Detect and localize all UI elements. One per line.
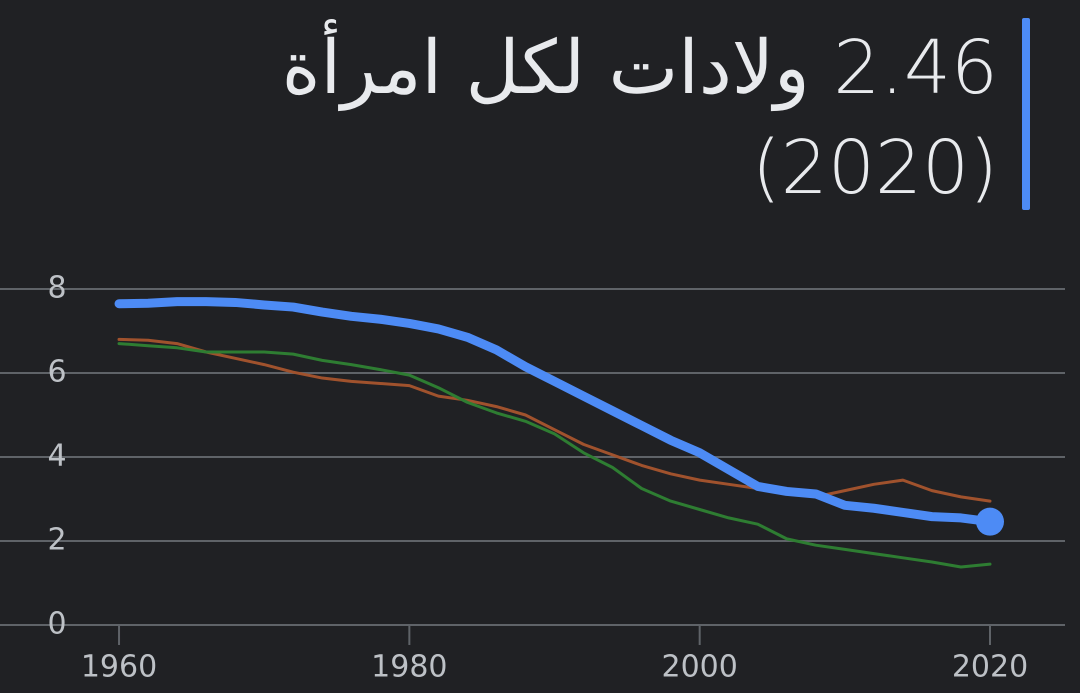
x-tick-label: 1960 bbox=[81, 650, 157, 685]
y-tick-label: 4 bbox=[47, 439, 66, 474]
x-tick-label: 1980 bbox=[371, 650, 447, 685]
accent-bar bbox=[1022, 18, 1030, 210]
y-tick-label: 8 bbox=[47, 271, 66, 306]
x-tick-label: 2000 bbox=[661, 650, 737, 685]
series-line bbox=[114, 297, 995, 527]
series-line bbox=[117, 337, 992, 503]
x-tick-label: 2020 bbox=[952, 650, 1028, 685]
chart-title: 2.46 ولادات لكل امرأة bbox=[281, 25, 998, 111]
series-line bbox=[117, 342, 992, 569]
y-tick-label: 2 bbox=[47, 523, 66, 558]
y-tick-label: 0 bbox=[47, 607, 66, 642]
y-tick-label: 6 bbox=[47, 355, 66, 390]
end-point bbox=[976, 507, 1004, 536]
chart-subtitle: (2020) bbox=[751, 125, 998, 211]
